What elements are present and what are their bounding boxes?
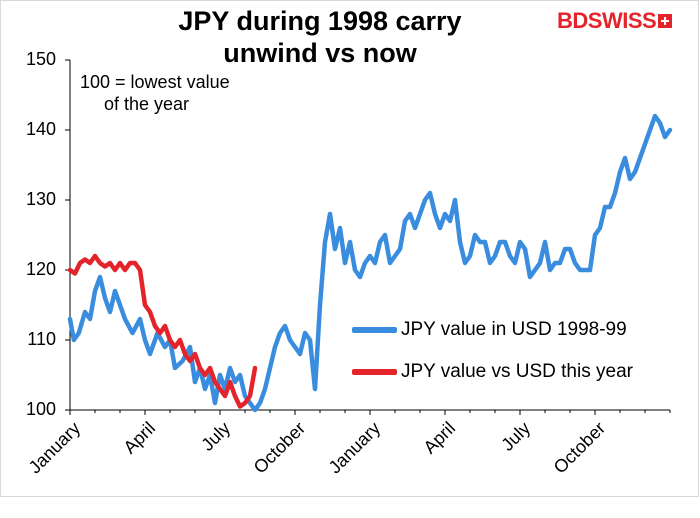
chart-series-layer bbox=[67, 113, 673, 413]
logo-text-swiss: SWISS bbox=[587, 8, 657, 33]
logo-text-bd: BD bbox=[557, 8, 588, 33]
legend-swatch-1998 bbox=[352, 327, 397, 333]
legend-item-1998: JPY value in USD 1998-99 bbox=[352, 319, 627, 341]
series-line-1998 bbox=[67, 113, 673, 413]
y-tick-label: 100 bbox=[25, 399, 56, 419]
y-tick-label: 120 bbox=[25, 259, 56, 279]
legend-item-this-year: JPY value vs USD this year bbox=[352, 361, 633, 383]
y-tick-label: 140 bbox=[25, 119, 56, 139]
series-line-this-year bbox=[67, 253, 258, 409]
chart-frame bbox=[0, 0, 699, 497]
chart-axes bbox=[65, 59, 671, 415]
y-tick-label: 150 bbox=[25, 49, 56, 69]
chart-title-line2: unwind vs now bbox=[223, 38, 417, 68]
index-note-line2: of the year bbox=[104, 94, 190, 114]
swiss-cross-flag-icon bbox=[658, 14, 673, 28]
chart-title-line1: JPY during 1998 carry bbox=[178, 6, 462, 36]
legend-swatch-this-year bbox=[352, 369, 397, 375]
legend-label-this-year: JPY value vs USD this year bbox=[401, 361, 633, 382]
bdswiss-logo: BD SWISS bbox=[557, 8, 673, 34]
index-note: 100 = lowest value of the year bbox=[80, 71, 260, 115]
y-tick-label: 110 bbox=[27, 329, 56, 349]
index-note-line1: 100 = lowest value bbox=[80, 72, 230, 92]
y-tick-label: 130 bbox=[25, 189, 56, 209]
legend-label-1998: JPY value in USD 1998-99 bbox=[401, 319, 627, 340]
chart-plot bbox=[65, 59, 673, 415]
